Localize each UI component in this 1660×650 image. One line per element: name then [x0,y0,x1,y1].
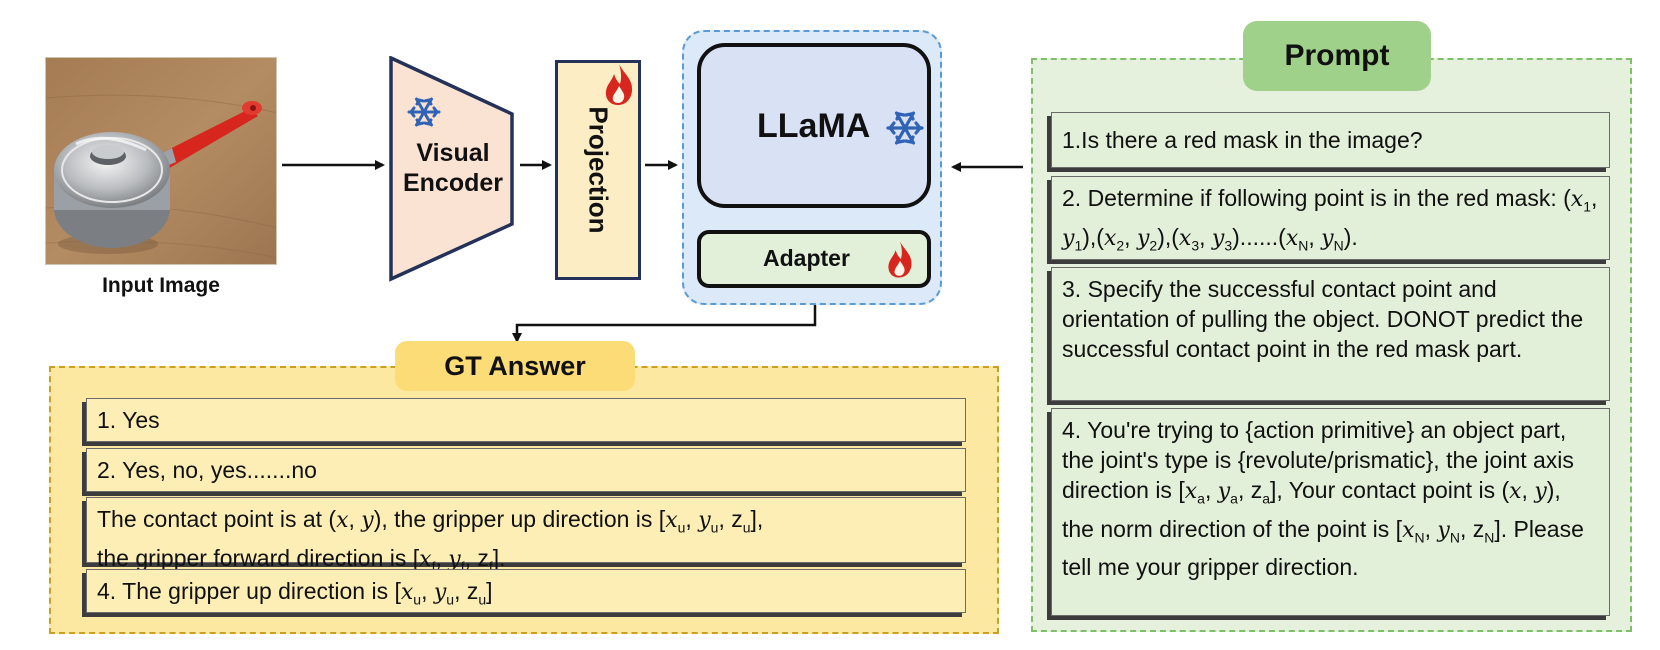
llama-label: LLaMA [757,107,871,145]
gt-answer-item-3: The contact point is at (x, y), the grip… [86,497,966,574]
gt-answer-item-2: 2. Yes, no, yes.......no [86,448,966,492]
adapter-block: Adapter [697,230,931,288]
llama-block: LLaMA [697,43,931,208]
prompt-item-3: 3. Specify the successful contact point … [1051,267,1610,401]
flame-icon [605,64,633,105]
gt-answer-panel: 1. Yes 2. Yes, no, yes.......no The cont… [49,366,999,634]
projection-label: Projection [583,106,614,234]
input-image-caption: Input Image [102,274,220,297]
visual-encoder-label: Visual Encoder [388,138,518,198]
input-image [45,57,277,265]
gt-answer-item-4: 4. The gripper up direction is [xu, yu, … [86,569,966,613]
prompt-title: Prompt [1243,21,1431,91]
flame-icon [888,241,912,278]
gt-answer-item-1: 1. Yes [86,398,966,442]
prompt-panel: 1.Is there a red mask in the image? 2. D… [1031,58,1632,632]
visual-encoder-line2: Encoder [402,169,504,197]
visual-encoder [389,56,514,282]
pan-photo [46,58,276,264]
snowflake-icon [407,97,441,127]
arrow-adapter-to-gt-answer [512,305,817,343]
prompt-item-1: 1.Is there a red mask in the image? [1051,112,1610,168]
prompt-item-2: 2. Determine if following point is in th… [1051,176,1610,260]
snowflake-icon [886,111,924,145]
gt-answer-title: GT Answer [395,341,635,391]
adapter-label: Adapter [763,245,850,271]
prompt-item-4: 4. You're trying to {action primitive} a… [1051,408,1610,616]
visual-encoder-line1: Visual [416,139,490,167]
